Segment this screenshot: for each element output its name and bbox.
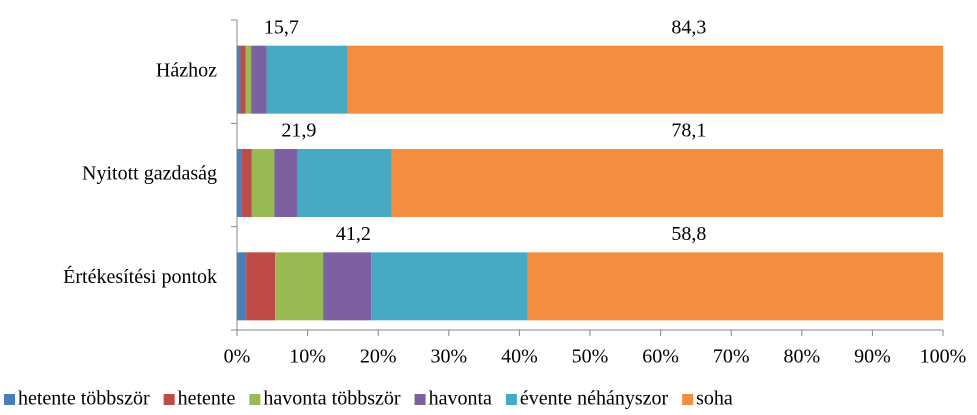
x-tick-label: 0%: [224, 346, 251, 368]
data-label: 78,1: [671, 120, 706, 142]
x-tick-label: 10%: [289, 346, 326, 368]
data-label: 58,8: [671, 223, 706, 245]
x-tick-label: 20%: [360, 346, 397, 368]
legend-label: havonta: [429, 388, 492, 410]
annotation: 41,2: [336, 223, 371, 245]
x-tick-label: 60%: [642, 346, 679, 368]
annotation: 21,9: [281, 120, 316, 142]
y-tick-label: Nyitott gazdaság: [82, 163, 217, 185]
bar-segment: [323, 252, 372, 321]
y-tick-label: Házhoz: [156, 59, 217, 81]
legend-label: havonta többször: [263, 388, 401, 410]
x-tick-label: 30%: [430, 346, 467, 368]
bar-segment: [251, 149, 275, 217]
legend-swatch: [4, 394, 15, 405]
bar-segment: [391, 149, 943, 217]
bar-segment: [251, 45, 267, 114]
bar-segment: [275, 252, 324, 321]
legend-swatch: [505, 394, 517, 405]
annotation: 15,7: [264, 16, 299, 38]
bar-segment: [245, 45, 252, 114]
legend-swatch: [163, 394, 175, 405]
data-label: 84,3: [671, 16, 706, 38]
legend-label: hetente: [178, 388, 236, 410]
bar-segment: [237, 149, 242, 217]
bar-segment: [237, 45, 241, 114]
x-tick-label: 50%: [572, 346, 609, 368]
bar-segment: [297, 149, 392, 217]
legend-label: hetente többször: [18, 388, 150, 410]
bar-segment: [347, 45, 943, 114]
legend-swatch: [414, 394, 426, 405]
x-tick-label: 100%: [920, 346, 967, 368]
bar-segment: [371, 252, 528, 321]
bar-segment: [240, 45, 246, 114]
x-tick-label: 90%: [854, 346, 891, 368]
x-tick-label: 40%: [501, 346, 538, 368]
bar-segment: [266, 45, 348, 114]
legend-label: soha: [696, 388, 733, 410]
legend-label: évente néhányszor: [520, 388, 669, 410]
x-tick-label: 80%: [783, 346, 820, 368]
legend-swatch: [249, 394, 261, 405]
bar-segment: [246, 252, 276, 321]
legend-swatch: [682, 394, 694, 405]
bar-segment: [237, 252, 247, 321]
bar-segment: [241, 149, 252, 217]
bar-segment: [274, 149, 298, 217]
bar-segment: [527, 252, 943, 321]
y-tick-label: Értékesítési pontok: [63, 265, 217, 288]
x-tick-label: 70%: [713, 346, 750, 368]
